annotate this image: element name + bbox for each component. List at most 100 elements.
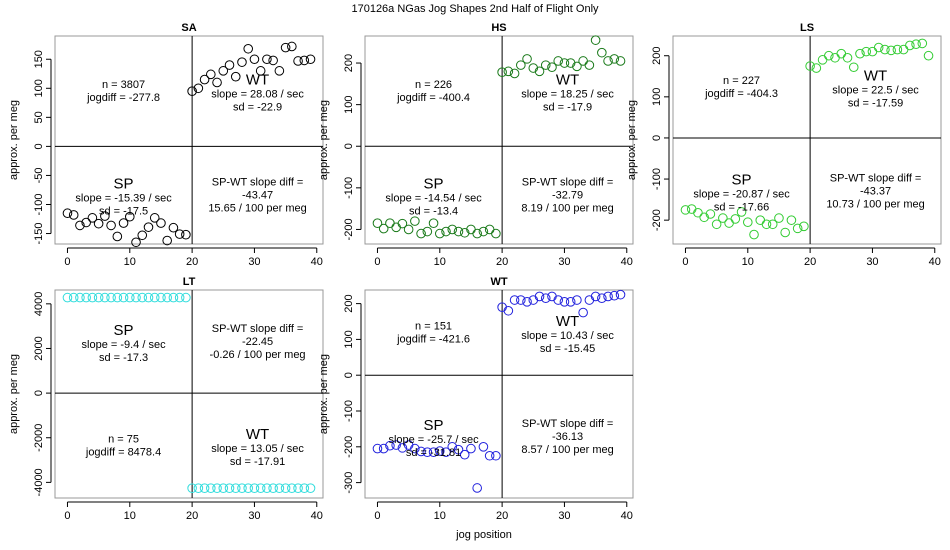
- annotation-line: 10.73 / 100 per meg: [826, 198, 924, 210]
- data-point: [705, 209, 716, 219]
- y-tick-label: 200: [651, 47, 663, 65]
- annotation-line: slope = -25.7 / sec: [388, 434, 479, 446]
- data-point: [873, 42, 884, 53]
- data-point: [378, 223, 389, 234]
- data-point: [106, 220, 116, 231]
- annotation-line: slope = 28.08 / sec: [211, 89, 304, 101]
- data-point: [528, 295, 539, 305]
- data-point: [75, 292, 85, 303]
- x-tick-label: 20: [186, 256, 198, 268]
- data-point: [293, 483, 303, 493]
- data-point: [268, 483, 278, 493]
- data-point: [305, 483, 316, 493]
- data-point: [724, 218, 734, 228]
- data-point: [385, 440, 395, 451]
- annotation-line: jogdiff = -277.8: [86, 92, 160, 104]
- data-point: [218, 66, 229, 76]
- annotation-line: WT: [864, 67, 887, 84]
- data-point: [836, 48, 847, 59]
- y-axis-label: approx. per meg: [8, 354, 20, 434]
- y-tick-label: -100: [33, 193, 45, 215]
- data-point: [503, 66, 514, 77]
- data-point: [447, 442, 458, 452]
- data-point: [378, 443, 389, 454]
- data-point: [553, 56, 564, 66]
- annotation-line: slope = -15.39 / sec: [75, 193, 172, 205]
- x-tick-label: 0: [64, 510, 70, 522]
- data-point: [274, 66, 285, 76]
- data-point: [100, 292, 110, 303]
- plot-frame: [672, 35, 942, 245]
- data-point: [237, 483, 247, 493]
- data-point: [528, 63, 539, 73]
- data-point: [206, 69, 216, 80]
- x-tick-label: 40: [311, 256, 323, 268]
- data-point: [287, 41, 297, 52]
- y-tick-label: 150: [33, 50, 45, 68]
- data-point: [478, 442, 489, 452]
- x-tick-label: 30: [558, 510, 570, 522]
- data-point: [509, 295, 520, 305]
- annotation-line: SP: [114, 176, 134, 193]
- y-tick-label: -2000: [33, 424, 45, 452]
- data-point: [441, 447, 451, 457]
- x-tick-label: 40: [621, 256, 633, 268]
- data-point: [403, 224, 414, 235]
- data-point: [75, 220, 85, 231]
- y-tick-label: 4000: [33, 292, 45, 316]
- data-point: [149, 213, 160, 223]
- y-tick-label: -100: [343, 177, 355, 199]
- data-point: [786, 215, 797, 225]
- data-point: [422, 447, 433, 457]
- data-point: [472, 228, 482, 239]
- data-point: [491, 228, 501, 239]
- data-point: [162, 292, 172, 303]
- data-point: [547, 291, 557, 302]
- data-point: [699, 212, 709, 223]
- annotation-line: WT: [556, 313, 579, 330]
- annotation-line: -43.47: [242, 190, 273, 202]
- data-point: [749, 229, 759, 240]
- x-tick-label: 10: [124, 510, 136, 522]
- data-point: [62, 292, 73, 303]
- data-point: [615, 289, 626, 300]
- y-tick-label: 0: [343, 372, 355, 378]
- data-point: [447, 224, 458, 235]
- data-point: [478, 226, 489, 237]
- annotation-line: WT: [246, 72, 269, 89]
- x-tick-label: 20: [496, 256, 508, 268]
- annotation-line: SP: [424, 417, 444, 434]
- data-point: [848, 62, 859, 73]
- y-tick-label: 100: [33, 79, 45, 97]
- data-point: [81, 217, 91, 228]
- annotation-line: sd = -17.9: [543, 102, 592, 114]
- data-point: [262, 483, 272, 493]
- annotation-line: SP: [732, 171, 752, 188]
- annotation-line: SP-WT slope diff =: [522, 418, 614, 430]
- x-tick-label: 40: [621, 510, 633, 522]
- data-point: [118, 292, 129, 303]
- data-point: [249, 54, 260, 65]
- data-point: [886, 45, 896, 56]
- annotation-line: n = 226: [415, 79, 452, 91]
- figure-title: 170126a NGas Jog Shapes 2nd Half of Flig…: [351, 3, 599, 15]
- data-point: [466, 443, 476, 454]
- data-point: [597, 293, 607, 304]
- annotation-line: SP: [424, 176, 444, 193]
- data-point: [603, 291, 613, 302]
- data-point: [597, 47, 607, 58]
- data-point: [124, 292, 135, 303]
- data-point: [118, 218, 129, 228]
- annotation-line: slope = 13.05 / sec: [211, 443, 304, 455]
- data-point: [805, 61, 815, 71]
- data-point: [299, 483, 310, 493]
- y-tick-label: -200: [343, 436, 355, 458]
- data-point: [767, 219, 778, 230]
- annotation-line: sd = -15.45: [540, 343, 595, 355]
- data-point: [112, 231, 123, 242]
